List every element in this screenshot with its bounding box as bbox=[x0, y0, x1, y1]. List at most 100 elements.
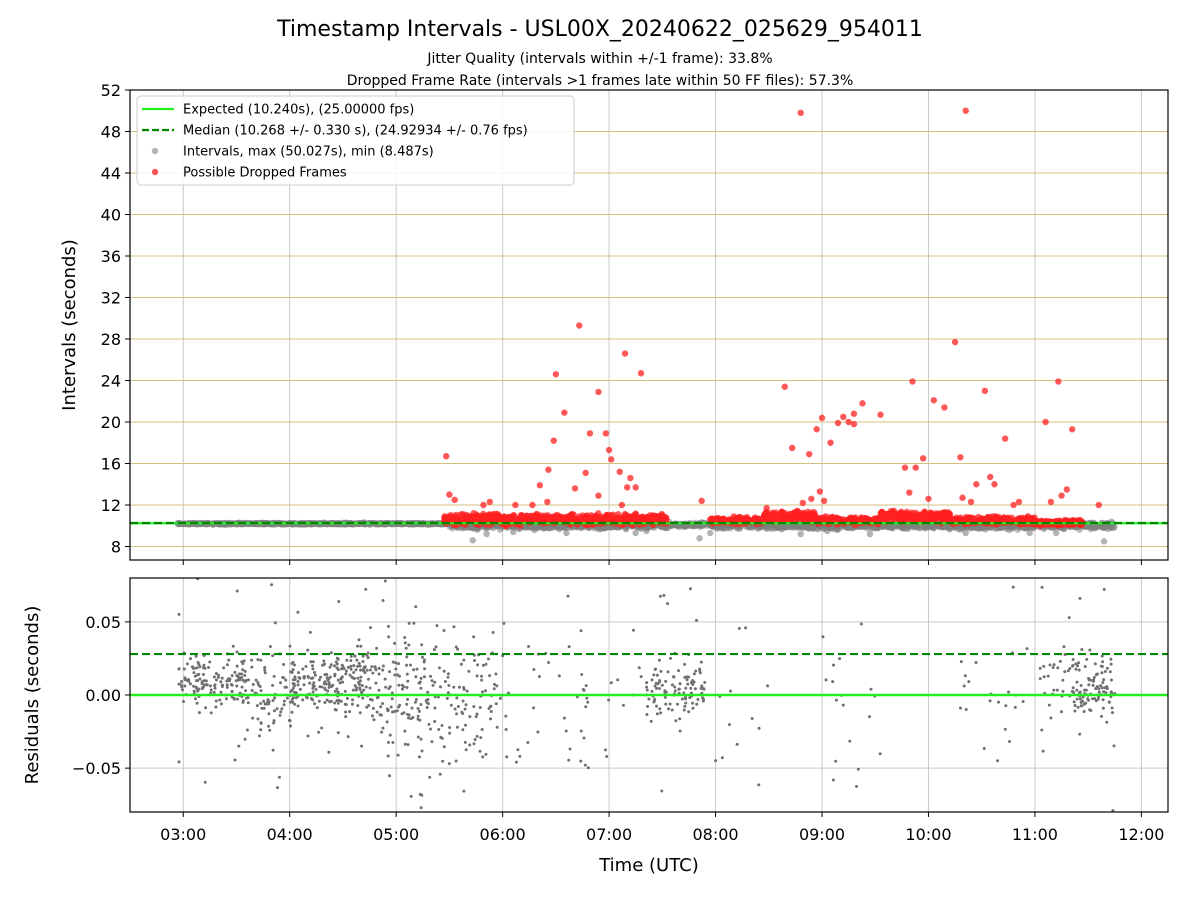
residual-point bbox=[350, 675, 354, 679]
residual-point bbox=[391, 741, 395, 745]
residual-point bbox=[419, 806, 423, 810]
residual-point bbox=[201, 673, 205, 677]
dropped-frame-point bbox=[736, 515, 744, 522]
residual-point bbox=[367, 704, 371, 708]
residual-point bbox=[352, 664, 356, 668]
residual-point bbox=[372, 718, 376, 722]
residual-point bbox=[388, 774, 392, 778]
residual-point bbox=[312, 681, 316, 685]
interval-point bbox=[483, 530, 490, 538]
dropped-frame-point bbox=[593, 515, 600, 522]
dropped-frame-outlier bbox=[808, 495, 815, 502]
residual-point bbox=[430, 740, 434, 744]
residual-point bbox=[464, 703, 468, 707]
residual-point bbox=[413, 700, 417, 704]
interval-point bbox=[632, 529, 639, 537]
residual-point bbox=[454, 759, 458, 763]
dropped-frame-outlier bbox=[561, 409, 568, 416]
residual-point bbox=[361, 659, 365, 663]
residual-point bbox=[220, 676, 224, 680]
residual-point bbox=[235, 650, 239, 654]
x-tick-label-4: 07:00 bbox=[586, 825, 632, 844]
residual-point bbox=[320, 726, 324, 730]
residual-point bbox=[489, 704, 493, 708]
residual-point bbox=[348, 673, 352, 677]
residual-point bbox=[467, 669, 471, 673]
residual-point bbox=[405, 655, 409, 659]
dropped-frame-outlier bbox=[827, 439, 834, 446]
residual-point bbox=[484, 752, 488, 756]
residual-point bbox=[434, 645, 438, 649]
residual-point bbox=[302, 683, 306, 687]
residual-point bbox=[292, 663, 296, 667]
dropped-frame-outlier bbox=[840, 413, 847, 421]
dropped-frame-point bbox=[921, 508, 928, 515]
residual-tick-label-0: −0.05 bbox=[72, 759, 121, 778]
dropped-frame-point bbox=[808, 515, 815, 522]
residual-point bbox=[381, 668, 385, 672]
residual-point bbox=[180, 688, 184, 692]
residual-point bbox=[446, 675, 450, 679]
residual-point bbox=[209, 688, 213, 692]
x-tick-label-0: 03:00 bbox=[160, 825, 206, 844]
dropped-frame-point bbox=[461, 511, 469, 518]
y-tick-label-8: 40 bbox=[101, 206, 121, 225]
dropped-frame-point bbox=[568, 512, 575, 519]
chart-title: Timestamp Intervals - USL00X_20240622_02… bbox=[276, 17, 923, 42]
dropped-frame-outlier bbox=[763, 504, 770, 512]
residual-point bbox=[255, 704, 259, 708]
residual-point bbox=[180, 679, 184, 683]
residual-point bbox=[294, 696, 298, 700]
residual-point bbox=[344, 710, 348, 714]
residual-point bbox=[447, 762, 451, 766]
residual-point bbox=[365, 668, 369, 672]
residual-point bbox=[243, 673, 247, 677]
dropped-frame-outlier bbox=[859, 400, 866, 407]
x-tick-label-2: 05:00 bbox=[373, 825, 419, 844]
y-tick-label-0: 8 bbox=[111, 538, 121, 557]
residual-point bbox=[327, 685, 331, 689]
dropped-frame-outlier bbox=[1058, 492, 1065, 499]
y-tick-label-4: 24 bbox=[101, 372, 121, 391]
residual-point bbox=[428, 775, 432, 779]
y-tick-label-3: 20 bbox=[101, 413, 121, 432]
residual-point bbox=[271, 654, 275, 658]
dropped-frame-outlier bbox=[930, 397, 937, 404]
residual-point bbox=[356, 664, 360, 668]
residual-point bbox=[472, 742, 476, 746]
residual-point bbox=[323, 680, 327, 684]
residual-point bbox=[200, 680, 204, 684]
residual-point bbox=[351, 688, 355, 692]
dropped-frame-outlier bbox=[901, 464, 909, 471]
residual-point bbox=[235, 697, 239, 701]
residual-point bbox=[336, 701, 340, 705]
residual-point bbox=[273, 696, 277, 700]
residual-point bbox=[182, 667, 186, 671]
residual-point bbox=[397, 705, 401, 709]
y-tick-label-9: 44 bbox=[101, 164, 121, 183]
residual-point bbox=[371, 714, 375, 718]
residual-point bbox=[494, 672, 498, 676]
dropped-frame-outlier bbox=[536, 482, 544, 489]
residual-point bbox=[371, 706, 375, 710]
residual-point bbox=[290, 689, 294, 693]
interval-point bbox=[1053, 529, 1060, 537]
x-tick-label-9: 12:00 bbox=[1118, 825, 1164, 844]
residual-point bbox=[317, 678, 321, 682]
dropped-frame-outlier bbox=[571, 485, 579, 492]
dropped-frame-outlier bbox=[486, 498, 494, 506]
residual-point bbox=[479, 736, 483, 740]
residual-point bbox=[403, 742, 407, 746]
y-tick-label-6: 32 bbox=[101, 289, 121, 308]
residual-point bbox=[360, 744, 364, 748]
residual-point bbox=[481, 663, 485, 667]
residual-point bbox=[264, 702, 268, 706]
residual-point bbox=[323, 673, 327, 677]
residual-point bbox=[371, 671, 375, 675]
residual-point bbox=[196, 679, 200, 683]
dropped-frame-point bbox=[900, 512, 907, 520]
residual-point bbox=[464, 723, 468, 727]
residual-point bbox=[381, 664, 385, 668]
residual-point bbox=[230, 674, 234, 678]
residual-point bbox=[246, 678, 250, 682]
